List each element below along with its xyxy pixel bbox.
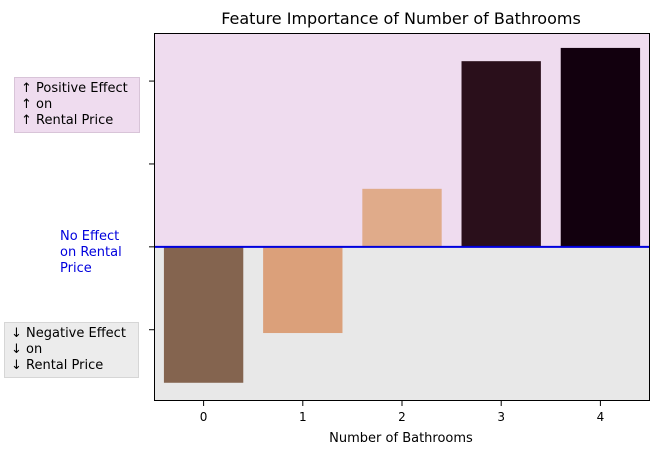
no-effect-line-1: No Effect bbox=[60, 229, 120, 244]
no-effect-line-2: on Rental bbox=[60, 245, 122, 260]
negative-line-1: ↓ Negative Effect bbox=[11, 326, 126, 341]
bar-0 bbox=[163, 246, 244, 383]
chart-title: Feature Importance of Number of Bathroom… bbox=[221, 9, 581, 28]
no-effect-line-3: Price bbox=[60, 261, 92, 276]
positive-line-3: ↑ Rental Price bbox=[21, 113, 114, 128]
bar-1 bbox=[263, 246, 343, 334]
x-tick-label: 2 bbox=[398, 410, 406, 424]
x-axis-label: Number of Bathrooms bbox=[329, 431, 473, 446]
positive-line-1: ↑ Positive Effect bbox=[21, 81, 128, 96]
bar-2 bbox=[362, 188, 442, 247]
bar-4 bbox=[560, 47, 641, 247]
negative-line-2: ↓ on bbox=[11, 342, 43, 357]
x-tick-label: 3 bbox=[497, 410, 505, 424]
positive-line-2: ↑ on bbox=[21, 97, 53, 112]
positive-effect-annotation: ↑ Positive Effect ↑ on ↑ Rental Price bbox=[14, 77, 140, 133]
negative-line-3: ↓ Rental Price bbox=[11, 358, 104, 373]
bar-3 bbox=[461, 61, 541, 247]
negative-effect-annotation: ↓ Negative Effect ↓ on ↓ Rental Price bbox=[4, 322, 139, 378]
x-tick-label: 4 bbox=[597, 410, 605, 424]
no-effect-annotation: No Effect on Rental Price bbox=[60, 229, 122, 277]
x-tick-label: 1 bbox=[299, 410, 307, 424]
plot-frame bbox=[154, 33, 650, 401]
x-tick-label: 0 bbox=[200, 410, 208, 424]
